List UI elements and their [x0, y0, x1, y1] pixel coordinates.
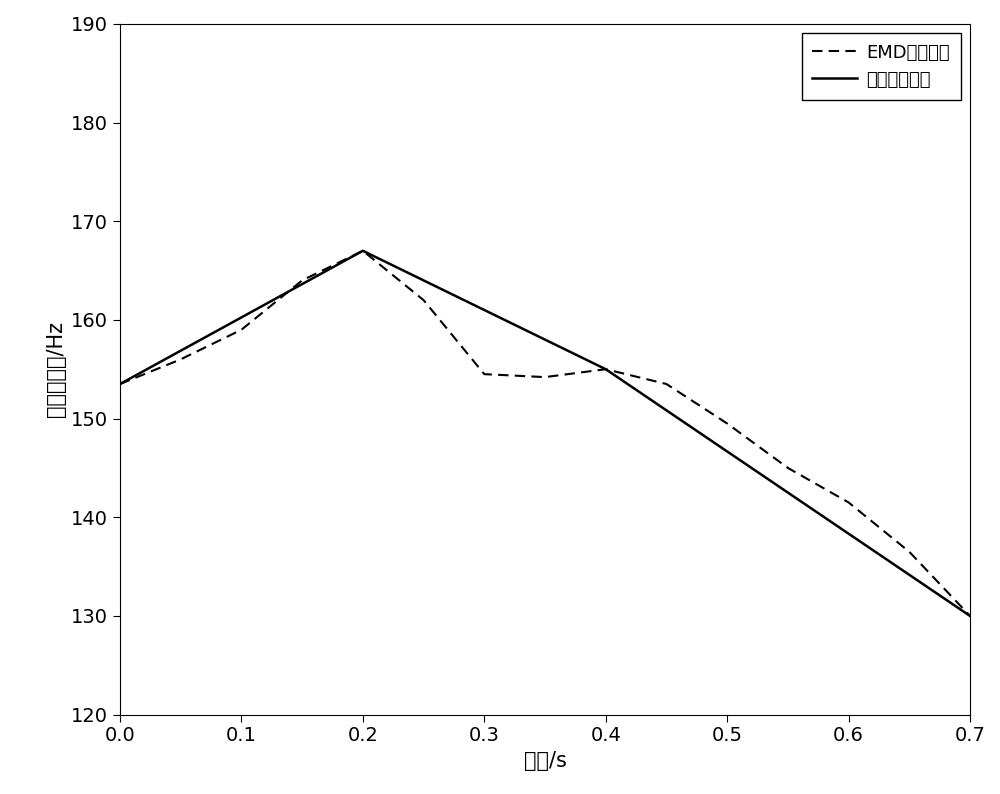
- EMD提取结果: [721, 418, 733, 428]
- EMD提取结果: [296, 276, 308, 285]
- Legend: EMD提取结果, 折线拟合结果: EMD提取结果, 折线拟合结果: [802, 33, 961, 99]
- EMD提取结果: [235, 325, 247, 334]
- X-axis label: 时间/s: 时间/s: [524, 751, 566, 771]
- EMD提取结果: [782, 463, 794, 472]
- EMD提取结果: [357, 246, 369, 256]
- EMD提取结果: [175, 355, 187, 364]
- EMD提取结果: [903, 547, 915, 557]
- EMD提取结果: [600, 364, 612, 374]
- EMD提取结果: [660, 380, 672, 389]
- EMD提取结果: [539, 372, 551, 382]
- EMD提取结果: [843, 498, 855, 507]
- EMD提取结果: [114, 380, 126, 389]
- Line: EMD提取结果: EMD提取结果: [120, 251, 970, 616]
- 折线拟合结果: [357, 246, 369, 256]
- EMD提取结果: [418, 295, 430, 305]
- EMD提取结果: [478, 369, 490, 379]
- Y-axis label: 多普勒频率/Hz: 多普勒频率/Hz: [46, 322, 66, 417]
- EMD提取结果: [964, 611, 976, 621]
- Line: 折线拟合结果: 折线拟合结果: [120, 251, 970, 616]
- 折线拟合结果: [964, 611, 976, 621]
- 折线拟合结果: [114, 380, 126, 389]
- 折线拟合结果: [600, 364, 612, 374]
